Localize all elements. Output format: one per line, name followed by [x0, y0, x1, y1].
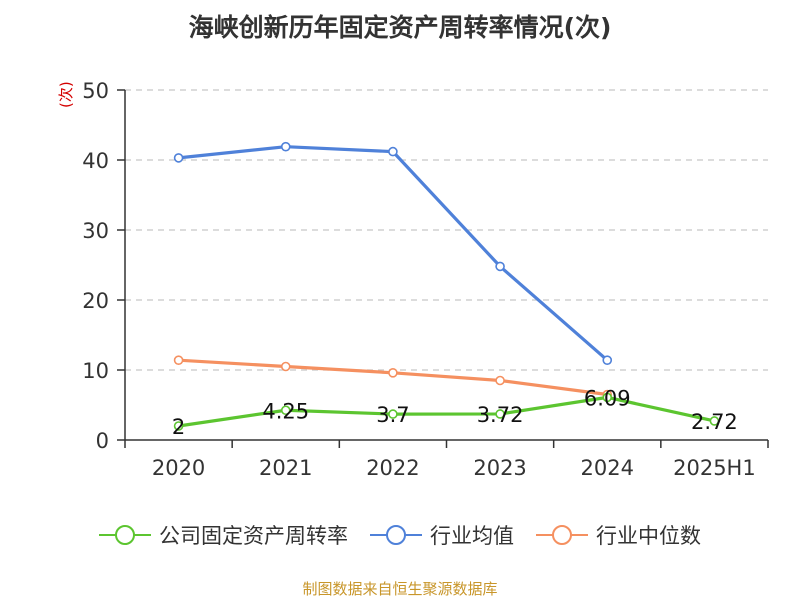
data-label: 6.09 [584, 386, 631, 410]
data-point [495, 409, 505, 419]
grid-lines [125, 89, 768, 371]
data-labels: 2 4.25 3.7 3.72 6.09 2.72 [172, 386, 738, 439]
series-lines [173, 141, 720, 431]
data-point [280, 141, 291, 152]
y-tick-label: 50 [82, 79, 109, 103]
data-point [709, 416, 720, 426]
data-point [602, 392, 613, 403]
legend-swatch [99, 525, 151, 545]
legend-label: 行业中位数 [596, 524, 701, 548]
data-point [495, 261, 505, 272]
data-point [173, 153, 184, 163]
y-tick-label: 0 [96, 429, 109, 453]
legend-label: 行业均值 [430, 524, 514, 548]
x-tick-label: 2024 [581, 456, 634, 480]
data-point [280, 361, 291, 372]
legend-item[interactable]: 行业中位数 [536, 520, 701, 550]
data-point [173, 421, 184, 431]
data-label: 2 [172, 415, 185, 439]
source-note: 制图数据来自恒生聚源数据库 [302, 580, 498, 598]
line-chart: 0 10 20 30 40 50 2020 2021 2022 2023 2024 2025H1 2 4… [82, 79, 769, 480]
x-tick-label: 2022 [366, 456, 419, 480]
x-tick-label: 2021 [259, 456, 312, 480]
y-tick-label: 30 [82, 219, 109, 243]
series-line [176, 395, 717, 428]
legend: 公司固定资产周转率 行业均值 行业中位数 [0, 520, 800, 550]
axes: 0 10 20 30 40 50 2020 2021 2022 2023 2024 2025H1 [82, 79, 769, 480]
data-point [388, 367, 398, 378]
x-tick-label: 2023 [473, 456, 526, 480]
y-tick-label: 40 [82, 149, 109, 173]
data-point [602, 355, 613, 366]
y-tick-label: 20 [82, 289, 109, 313]
data-point [388, 409, 398, 419]
x-tick-label: 2020 [152, 456, 205, 480]
legend-swatch [536, 525, 588, 545]
data-point [173, 355, 184, 366]
data-point [388, 146, 398, 157]
y-tick-label: 10 [82, 359, 109, 383]
data-label: 3.7 [376, 403, 409, 427]
data-label: 4.25 [262, 399, 309, 423]
data-label: 3.72 [477, 403, 524, 427]
legend-item[interactable]: 公司固定资产周转率 [99, 520, 348, 550]
series-line [176, 145, 609, 362]
y-axis-unit: (次) [57, 81, 75, 108]
data-point [495, 375, 505, 386]
chart-title: 海峡创新历年固定资产周转率情况(次) [188, 13, 612, 42]
x-tick-label: 2025H1 [673, 456, 756, 480]
data-point [280, 405, 291, 416]
legend-label: 公司固定资产周转率 [159, 524, 348, 548]
legend-swatch [370, 525, 422, 545]
data-label: 2.72 [691, 410, 738, 434]
legend-item[interactable]: 行业均值 [370, 520, 514, 550]
